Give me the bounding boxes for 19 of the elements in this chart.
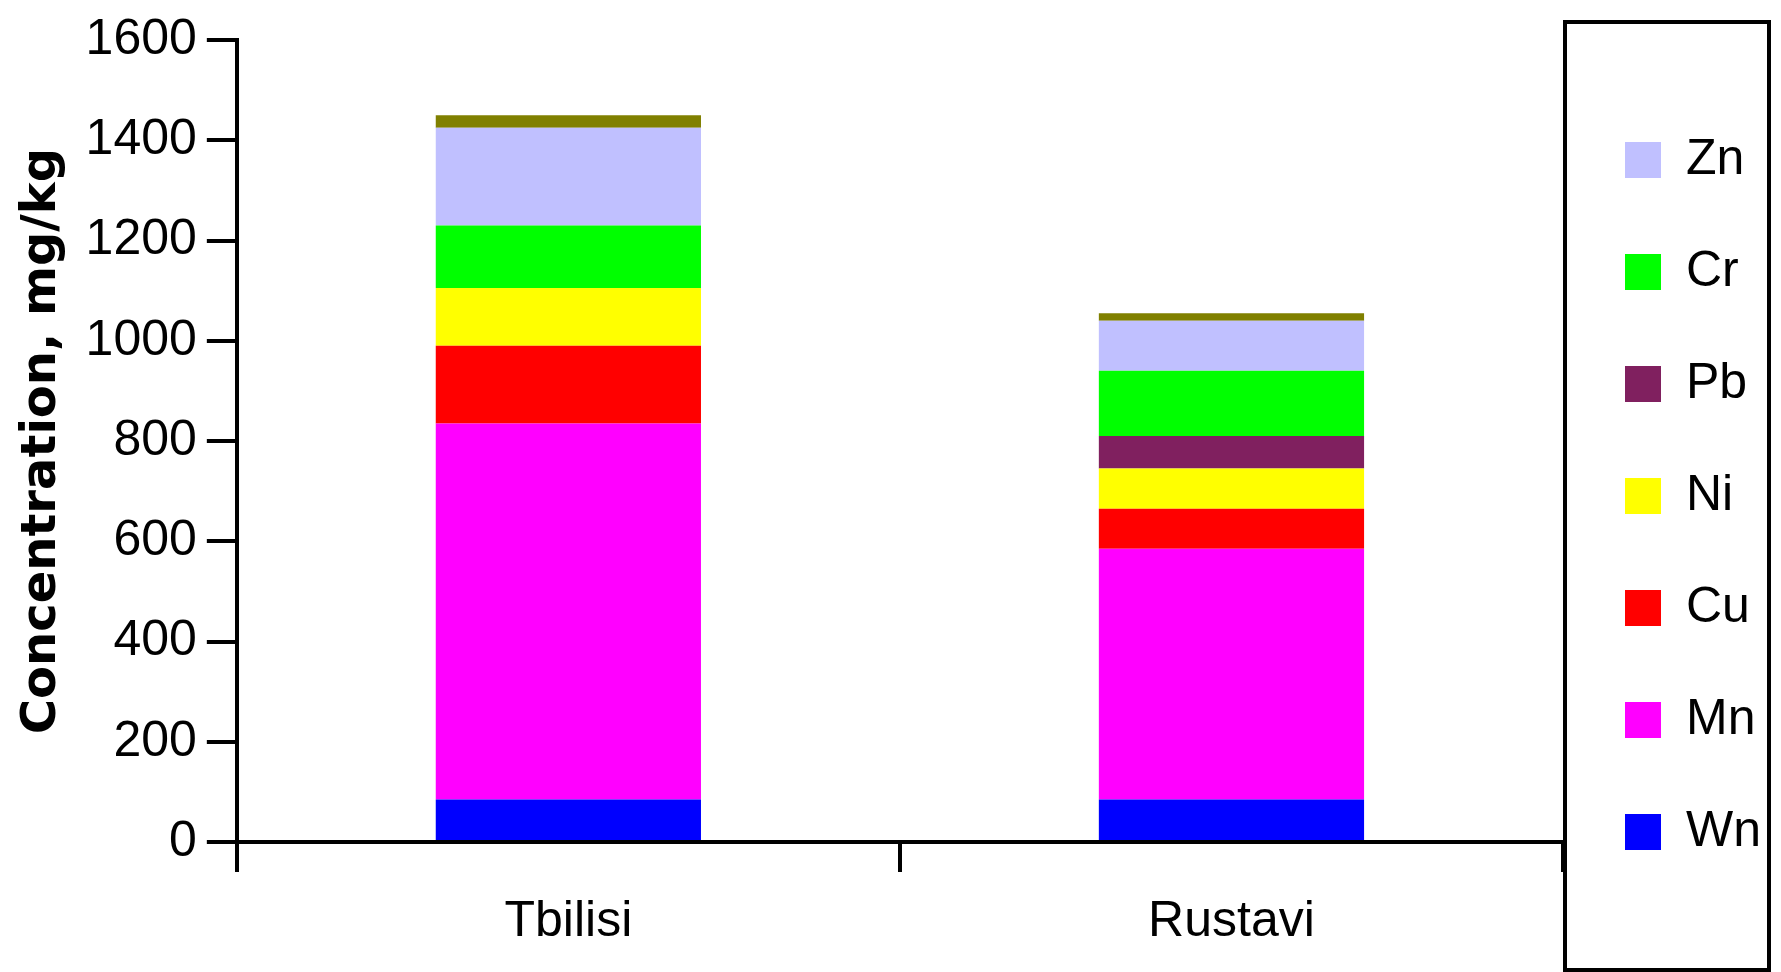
y-tick-label: 1200 <box>85 209 197 266</box>
legend-label: Zn <box>1686 128 1745 185</box>
legend-label: Pb <box>1686 352 1748 409</box>
y-tick-label: 1000 <box>85 309 197 366</box>
y-tick-label: 1400 <box>85 109 197 166</box>
y-axis-title: Concentration, mg/kg <box>10 147 67 735</box>
x-tick-label: Rustavi <box>1148 890 1315 947</box>
y-tick-label: 800 <box>113 409 197 466</box>
legend-label: Mn <box>1686 688 1756 745</box>
y-tick-label: 600 <box>113 510 197 567</box>
legend-label: Ni <box>1686 464 1734 521</box>
y-tick-label: 200 <box>113 710 197 767</box>
y-tick-label: 1600 <box>85 8 197 65</box>
legend-label: Wn <box>1686 800 1761 857</box>
y-tick-label: 0 <box>169 810 197 867</box>
legend-label: Cr <box>1686 240 1739 297</box>
y-tick-label: 400 <box>113 610 197 667</box>
x-tick-label: Tbilisi <box>504 890 633 947</box>
legend-label: Cu <box>1686 576 1750 633</box>
